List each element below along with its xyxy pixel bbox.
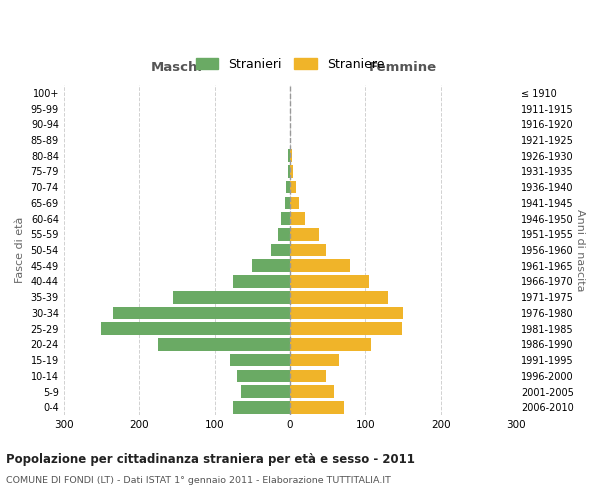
Bar: [290, 228, 319, 240]
Bar: [290, 338, 371, 350]
Bar: [290, 150, 292, 162]
Bar: [290, 275, 369, 288]
Bar: [101, 322, 290, 335]
Bar: [290, 386, 334, 398]
Bar: [290, 181, 296, 194]
Bar: [290, 354, 339, 366]
Text: Femmine: Femmine: [369, 61, 437, 74]
Bar: [290, 291, 388, 304]
Text: Popolazione per cittadinanza straniera per età e sesso - 2011: Popolazione per cittadinanza straniera p…: [6, 452, 415, 466]
Text: COMUNE DI FONDI (LT) - Dati ISTAT 1° gennaio 2011 - Elaborazione TUTTITALIA.IT: COMUNE DI FONDI (LT) - Dati ISTAT 1° gen…: [6, 476, 391, 485]
Bar: [252, 260, 290, 272]
Y-axis label: Anni di nascita: Anni di nascita: [575, 209, 585, 292]
Bar: [237, 370, 290, 382]
Bar: [271, 244, 290, 256]
Bar: [233, 275, 290, 288]
Bar: [173, 291, 290, 304]
Bar: [241, 386, 290, 398]
Bar: [284, 196, 290, 209]
Bar: [290, 306, 403, 319]
Bar: [230, 354, 290, 366]
Bar: [286, 181, 290, 194]
Bar: [290, 370, 326, 382]
Bar: [290, 212, 305, 225]
Bar: [290, 196, 299, 209]
Bar: [289, 150, 290, 162]
Bar: [290, 165, 293, 177]
Bar: [290, 322, 401, 335]
Bar: [233, 401, 290, 413]
Bar: [288, 165, 290, 177]
Y-axis label: Fasce di età: Fasce di età: [15, 217, 25, 283]
Bar: [290, 260, 350, 272]
Bar: [278, 228, 290, 240]
Bar: [290, 244, 326, 256]
Bar: [158, 338, 290, 350]
Text: Maschi: Maschi: [151, 61, 203, 74]
Bar: [113, 306, 290, 319]
Bar: [290, 401, 344, 413]
Legend: Stranieri, Straniere: Stranieri, Straniere: [190, 52, 391, 77]
Bar: [281, 212, 290, 225]
